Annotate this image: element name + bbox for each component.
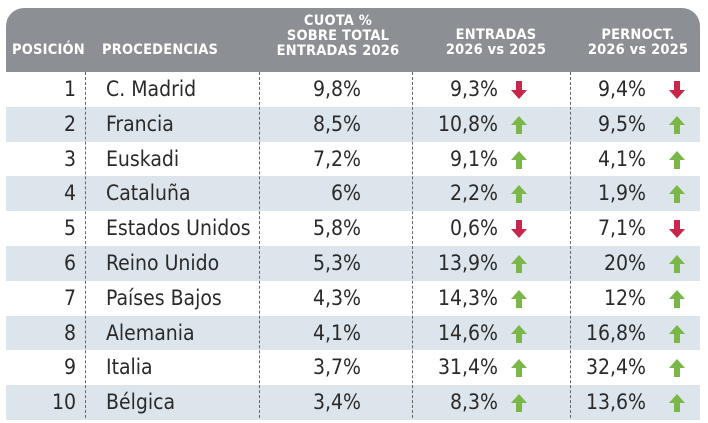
cell-cuota: 3,7% [313, 355, 361, 380]
column-divider [412, 72, 413, 418]
cell-procedencia: Francia [106, 111, 174, 136]
cell-entradas: 31,4% [437, 355, 498, 380]
cell-procedencia: Estados Unidos [106, 216, 251, 241]
cell-entradas: 9,3% [450, 77, 498, 101]
header-cuota-line1: CUOTA % [303, 13, 373, 29]
cell-posicion: 6 [63, 250, 76, 275]
cell-entradas: 2,2% [450, 181, 498, 206]
entradas-trend-up-arrow-icon [510, 358, 528, 378]
cell-posicion: 4 [63, 181, 76, 206]
pernoct-trend-up-arrow-icon [668, 393, 686, 413]
pernoct-trend-down-arrow-icon [668, 80, 686, 100]
column-divider [85, 72, 86, 418]
cell-procedencia: Reino Unido [106, 250, 220, 275]
table-row: 8 Alemania 4,1% 14,6% 16,8% [6, 315, 700, 351]
pernoct-trend-up-arrow-icon [668, 150, 686, 170]
header-entradas-line1: ENTRADAS [455, 27, 537, 43]
cell-entradas: 9,1% [450, 146, 498, 171]
cell-cuota: 5,3% [313, 250, 361, 275]
cell-cuota: 3,4% [313, 390, 361, 415]
cell-pernoct: 12% [604, 285, 646, 310]
header-cuota: CUOTA % SOBRE TOTAL ENTRADAS 2026 [268, 14, 408, 59]
cell-posicion: 9 [63, 355, 76, 380]
table-row: 3 Euskadi 7,2% 9,1% 4,1% [6, 141, 700, 177]
cell-pernoct: 20% [604, 250, 646, 275]
cell-cuota: 7,2% [313, 146, 361, 171]
cell-pernoct: 9,4% [598, 77, 646, 101]
cell-pernoct: 9,5% [598, 111, 646, 136]
pernoct-trend-up-arrow-icon [668, 254, 686, 274]
ranking-table: POSICIÓN PROCEDENCIAS CUOTA % SOBRE TOTA… [6, 8, 700, 420]
cell-entradas: 13,9% [437, 250, 498, 275]
entradas-trend-up-arrow-icon [510, 289, 528, 309]
entradas-trend-up-arrow-icon [510, 150, 528, 170]
table-row: 5 Estados Unidos 5,8% 0,6% 7,1% [6, 211, 700, 246]
cell-procedencia: Euskadi [106, 146, 180, 171]
entradas-trend-up-arrow-icon [510, 184, 528, 204]
header-posicion: POSICIÓN [12, 42, 85, 58]
cell-procedencia: Países Bajos [106, 285, 222, 310]
cell-cuota: 8,5% [313, 111, 361, 136]
table-row: 10 Bélgica 3,4% 8,3% 13,6% [6, 385, 700, 420]
cell-entradas: 14,6% [437, 320, 498, 345]
table-row: 4 Cataluña 6% 2,2% 1,9% [6, 176, 700, 212]
pernoct-trend-up-arrow-icon [668, 358, 686, 378]
pernoct-trend-up-arrow-icon [668, 324, 686, 344]
cell-posicion: 5 [63, 216, 76, 241]
cell-posicion: 2 [63, 111, 76, 136]
cell-entradas: 8,3% [450, 390, 498, 415]
entradas-trend-up-arrow-icon [510, 324, 528, 344]
cell-cuota: 6% [331, 181, 361, 206]
table-row: 9 Italia 3,7% 31,4% 32,4% [6, 350, 700, 386]
cell-cuota: 5,8% [313, 216, 361, 241]
cell-posicion: 10 [51, 390, 76, 415]
cell-posicion: 8 [63, 320, 76, 345]
header-cuota-line2: SOBRE TOTAL [286, 28, 390, 44]
table-body: 1 C. Madrid 9,8% 9,3% 9,4% 2 Francia 8,5% 10,8% 9… [6, 72, 700, 420]
cell-posicion: 3 [63, 146, 76, 171]
cell-entradas: 14,3% [437, 285, 498, 310]
cell-pernoct: 4,1% [598, 146, 646, 171]
table-row: 6 Reino Unido 5,3% 13,9% 20% [6, 245, 700, 281]
header-pernoct: PERNOCT. 2026 vs 2025 [576, 28, 700, 58]
table-row: 7 Países Bajos 4,3% 14,3% 12% [6, 280, 700, 316]
table-row: 2 Francia 8,5% 10,8% 9,5% [6, 106, 700, 142]
cell-procedencia: Cataluña [106, 181, 191, 206]
cell-cuota: 9,8% [313, 77, 361, 101]
cell-pernoct: 7,1% [598, 216, 646, 241]
cell-entradas: 0,6% [450, 216, 498, 241]
table-row: 1 C. Madrid 9,8% 9,3% 9,4% [6, 72, 700, 107]
column-divider [259, 72, 260, 418]
cell-entradas: 10,8% [437, 111, 498, 136]
header-procedencias: PROCEDENCIAS [102, 42, 219, 58]
cell-procedencia: Alemania [106, 320, 195, 345]
cell-pernoct: 1,9% [598, 181, 646, 206]
header-entradas-line2: 2026 vs 2025 [445, 42, 547, 58]
entradas-trend-down-arrow-icon [510, 219, 528, 239]
cell-posicion: 7 [63, 285, 76, 310]
entradas-trend-up-arrow-icon [510, 254, 528, 274]
cell-procedencia: C. Madrid [106, 77, 197, 101]
pernoct-trend-up-arrow-icon [668, 289, 686, 309]
entradas-trend-up-arrow-icon [510, 115, 528, 135]
header-pernoct-line1: PERNOCT. [601, 27, 675, 43]
cell-procedencia: Italia [106, 355, 153, 380]
table-header: POSICIÓN PROCEDENCIAS CUOTA % SOBRE TOTA… [6, 8, 700, 72]
cell-pernoct: 16,8% [585, 320, 646, 345]
entradas-trend-up-arrow-icon [510, 393, 528, 413]
cell-pernoct: 13,6% [585, 390, 646, 415]
cell-cuota: 4,3% [313, 285, 361, 310]
cell-cuota: 4,1% [313, 320, 361, 345]
pernoct-trend-up-arrow-icon [668, 115, 686, 135]
entradas-trend-down-arrow-icon [510, 80, 528, 100]
cell-procedencia: Bélgica [106, 390, 176, 415]
header-entradas: ENTRADAS 2026 vs 2025 [421, 28, 571, 58]
cell-pernoct: 32,4% [585, 355, 646, 380]
column-divider [570, 72, 571, 418]
cell-posicion: 1 [63, 77, 76, 101]
header-pernoct-line2: 2026 vs 2025 [587, 42, 689, 58]
header-cuota-line3: ENTRADAS 2026 [276, 43, 400, 59]
pernoct-trend-down-arrow-icon [668, 219, 686, 239]
pernoct-trend-up-arrow-icon [668, 184, 686, 204]
